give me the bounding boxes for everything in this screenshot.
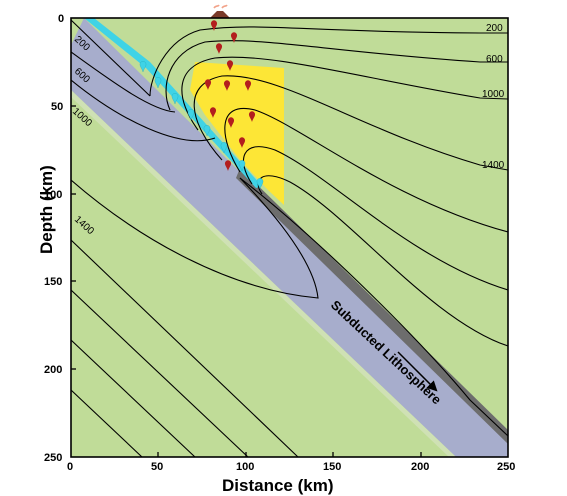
melt-zone [190,62,284,205]
isotherm-600-slab [71,51,176,113]
isotherm-1000-slab [71,79,216,142]
x-axis-title: Distance (km) [222,476,333,495]
slab-upper-dark-band [236,168,508,444]
volcano-icon [210,4,230,18]
isotherm-200-slab [71,19,151,97]
isotherm-label-right-1000: 1000 [482,89,505,100]
x-tick-label-250: 250 [497,461,515,473]
isotherm-label-right-600: 600 [486,54,503,65]
x-tick-label-50: 50 [151,461,163,473]
y-tick-label-0: 0 [58,13,64,25]
y-tick-label-50: 50 [51,101,63,113]
isotherm-600-wedge [165,40,508,111]
isotherm-slab-8 [71,389,143,457]
isotherm-slab-9 [239,177,508,437]
y-tick-label-150: 150 [44,276,62,288]
x-tick-marks [157,452,422,457]
slab-lower-edge [71,90,456,457]
isotherm-slab-7 [71,339,196,457]
y-axis-title: Depth (km) [37,165,56,254]
isotherm-1400-wedge [193,75,508,171]
x-tick-label-0: 0 [67,461,73,473]
x-tick-label-100: 100 [236,461,254,473]
subduction-direction-arrow-icon [397,351,438,392]
isotherm-1000-wedge [181,56,508,131]
y-tick-label-100: 100 [44,189,62,201]
isotherm-label-right-200: 200 [486,23,503,34]
trench-water-band [84,18,262,188]
subducted-lithosphere-slab [71,18,508,457]
slab-isotherms [71,19,508,457]
y-tick-marks [71,105,76,370]
isotherm-wedge-5 [224,107,508,233]
isotherm-label-right-1400: 1400 [482,160,505,171]
isotherm-wedge-6 [243,146,508,291]
isotherm-1400-slab [71,177,319,299]
x-tick-label-150: 150 [323,461,341,473]
isotherm-slab-5 [71,239,299,457]
x-tick-label-200: 200 [411,461,429,473]
isotherm-slab-6 [71,289,249,457]
plot-frame [70,17,509,458]
isotherm-200-wedge [149,26,508,97]
y-tick-label-250: 250 [44,452,62,464]
y-tick-label-200: 200 [44,364,62,376]
